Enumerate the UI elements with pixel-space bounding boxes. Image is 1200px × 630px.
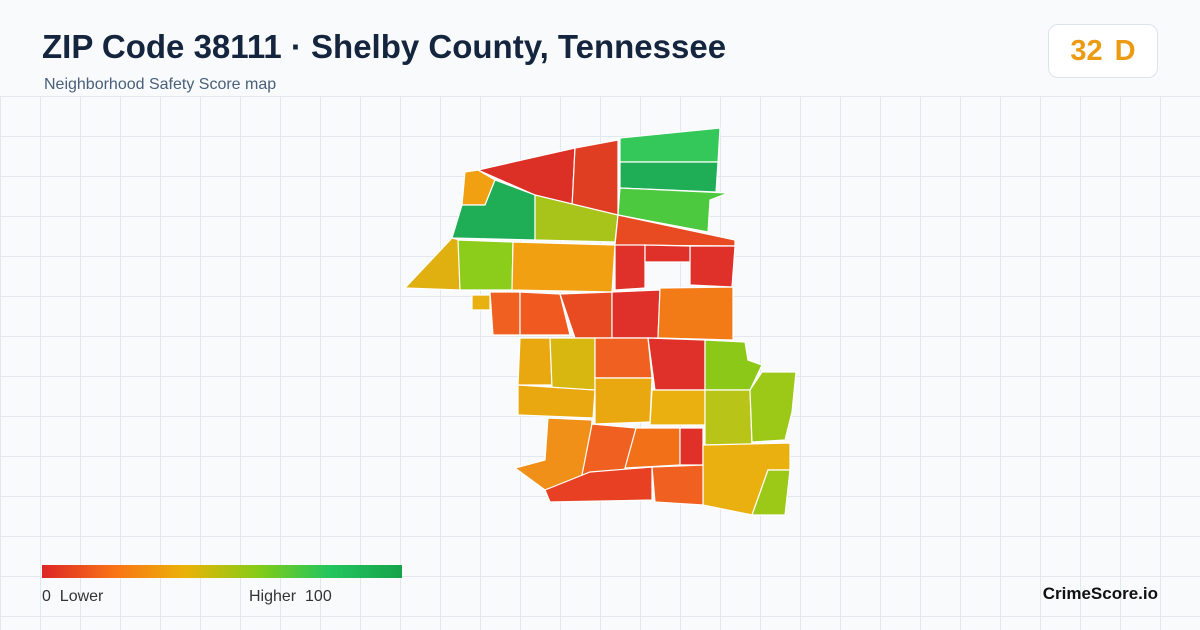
- legend-min-value: 0: [42, 588, 51, 605]
- legend-min-label: Lower: [59, 588, 104, 605]
- legend-min: 0 Lower: [42, 588, 103, 606]
- title: ZIP Code 38111 · Shelby County, Tennesse…: [42, 28, 727, 65]
- legend-max-label: Higher: [249, 588, 297, 605]
- score-value: 32: [1070, 35, 1103, 67]
- legend-max-value: 100: [305, 588, 332, 605]
- header: [0, 0, 1200, 96]
- neighborhoods: [403, 127, 797, 516]
- score-grade: D: [1114, 35, 1136, 67]
- brand: CrimeScore.io: [1042, 584, 1158, 603]
- subtitle: Neighborhood Safety Score map: [44, 76, 277, 93]
- legend-max: Higher 100: [249, 588, 332, 606]
- score-badge: 32 D: [1048, 24, 1158, 78]
- legend-gradient: [42, 565, 402, 578]
